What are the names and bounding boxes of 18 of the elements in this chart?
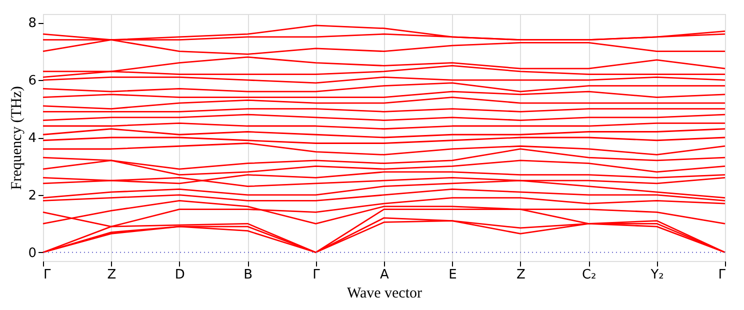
x-tick-label: Γ <box>44 268 52 282</box>
y-tick-label: 6 <box>28 74 36 89</box>
x-tick-label: A <box>380 268 390 282</box>
x-tick-label: B <box>244 268 253 282</box>
y-axis-title: Frequency (THz) <box>9 86 26 190</box>
y-tick-label: 8 <box>28 16 36 32</box>
y-tick-label: 2 <box>28 188 36 204</box>
x-tick-label: Γ <box>312 268 321 282</box>
x-tick-label: C₂ <box>582 268 596 282</box>
x-tick-label: D <box>174 268 185 282</box>
x-tick-label: Y₂ <box>650 268 664 282</box>
x-tick-label: Z <box>107 268 116 282</box>
y-tick-label: 0 <box>28 246 36 261</box>
x-tick-label: E <box>448 268 457 282</box>
x-axis-title: Wave vector <box>347 286 422 302</box>
x-tick-label: Z <box>516 268 526 282</box>
y-tick-label: 4 <box>28 131 36 146</box>
x-tick-label: Γ <box>718 268 726 282</box>
